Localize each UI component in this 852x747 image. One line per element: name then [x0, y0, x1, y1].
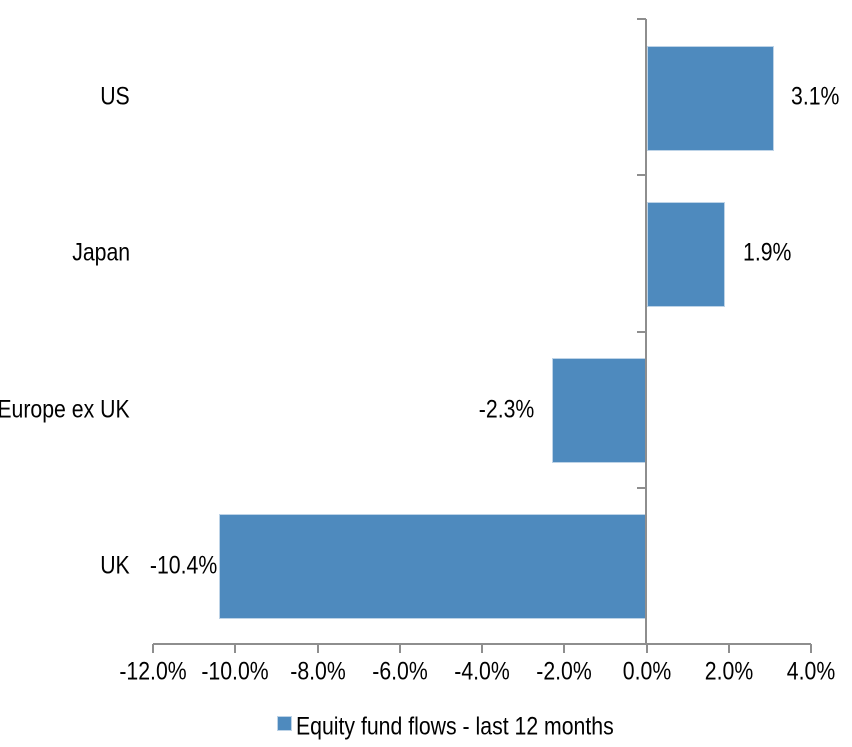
x-axis-tick — [398, 644, 401, 653]
x-axis-tick — [152, 644, 154, 653]
x-tick-label: 4.0% — [786, 657, 836, 686]
x-axis-line — [153, 643, 811, 645]
x-axis-tick — [481, 644, 483, 653]
legend-label: Equity fund flows - last 12 months — [296, 712, 614, 741]
x-tick-label: -6.0% — [371, 657, 428, 686]
x-tick-label: -8.0% — [289, 657, 346, 686]
category-label-us: US — [100, 82, 130, 111]
data-label-us: 3.1% — [790, 82, 840, 111]
data-label-japan: 1.9% — [742, 238, 792, 267]
y-axis-line — [645, 19, 647, 644]
data-label-europe-ex-uk: -2.3% — [478, 394, 534, 423]
category-label-uk: UK — [100, 551, 130, 580]
bar-europe-ex-uk — [551, 358, 647, 464]
data-label-uk: -10.4% — [149, 551, 217, 580]
x-tick-label: 2.0% — [704, 657, 753, 686]
y-axis-tick — [637, 18, 646, 20]
x-axis-tick — [316, 644, 319, 653]
x-axis-tick — [234, 644, 237, 653]
bar-uk — [218, 514, 647, 620]
bar-japan — [646, 201, 725, 307]
x-axis-tick — [645, 644, 648, 653]
category-label-europe-ex-uk: Europe ex UK — [0, 394, 130, 423]
y-axis-tick — [637, 486, 646, 489]
x-tick-label: -10.0% — [201, 657, 269, 686]
x-axis-tick — [810, 644, 812, 653]
y-axis-tick — [637, 330, 646, 333]
category-label-japan: Japan — [72, 238, 130, 267]
legend-color-swatch-icon — [277, 716, 292, 731]
y-axis-tick — [637, 174, 646, 177]
x-tick-label: -2.0% — [536, 657, 593, 686]
bar-us — [646, 45, 774, 151]
x-tick-label: 0.0% — [622, 657, 671, 686]
x-tick-label: -4.0% — [454, 657, 510, 686]
x-tick-label: -12.0% — [119, 657, 187, 686]
x-axis-tick — [563, 644, 566, 653]
x-axis-tick — [727, 644, 730, 653]
